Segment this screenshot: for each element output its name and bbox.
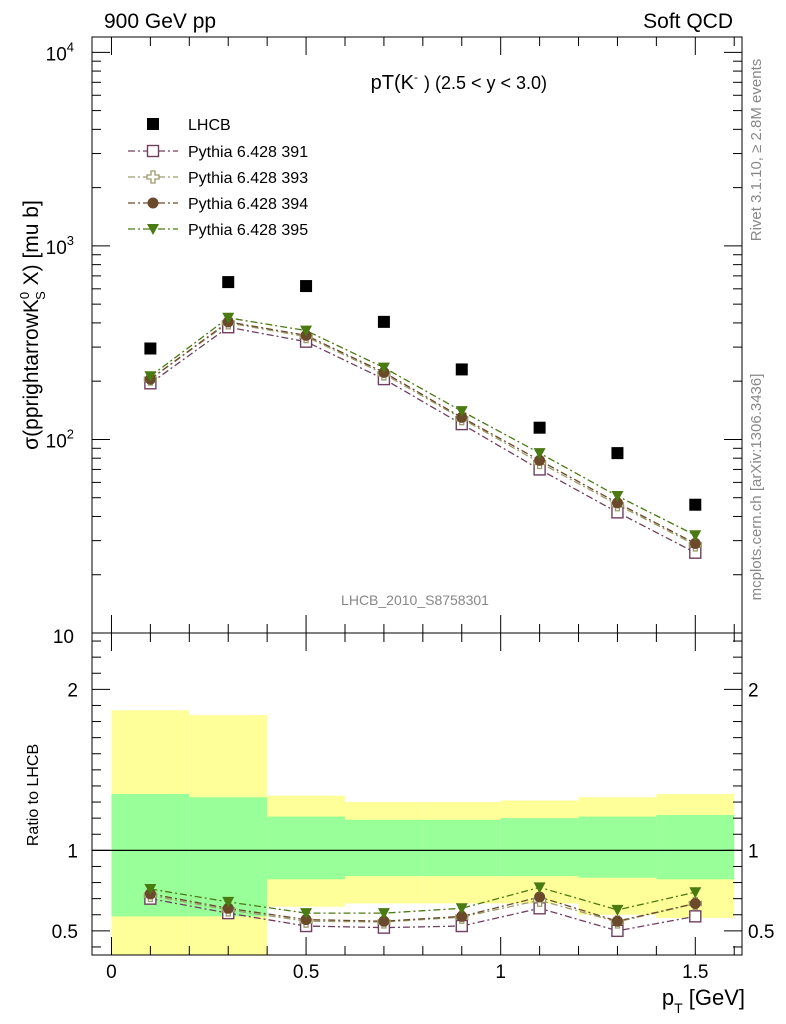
point-s3-6 (611, 497, 623, 509)
xtick-label-0: 0 (106, 962, 117, 983)
legend-marker-3 (147, 197, 159, 209)
ratio-line-0 (150, 898, 696, 932)
ratio-point-s3-3 (377, 908, 390, 920)
band-inner-4 (422, 819, 501, 877)
ratio-point-s3-2 (300, 908, 313, 920)
ratio-point-s3-0 (144, 883, 157, 895)
legend-label-1: Pythia 6.428 391 (188, 144, 308, 161)
point-s3-5 (534, 454, 546, 466)
legend-marker-1 (146, 144, 160, 158)
point-s0-6 (611, 447, 624, 460)
point-s0-0 (144, 342, 157, 355)
lower-ytick-label-right-2: 2 (748, 680, 759, 701)
series-line-1 (150, 326, 696, 554)
point-s0-1 (222, 276, 235, 289)
lower-ytick-label-right-1: 1 (748, 841, 759, 862)
legend-marker-4 (147, 224, 159, 235)
band-inner-6 (578, 816, 657, 878)
ratio-point-s3-7 (689, 887, 702, 899)
point-s3-4 (456, 411, 468, 423)
upper-series (143, 276, 702, 559)
upper-ytick-label-1: 102 (46, 426, 74, 452)
ratio-point-s0-7 (689, 910, 702, 923)
point-s0-3 (377, 315, 390, 328)
point-s4-6 (611, 491, 624, 503)
xtick-label-2: 1 (495, 962, 506, 983)
point-s4-2 (300, 325, 313, 337)
lower-series (143, 882, 702, 938)
legend-label-0: LHCB (188, 117, 231, 134)
ratio-line-3 (150, 886, 696, 914)
ratio-point-s2-5 (534, 891, 546, 903)
point-s4-7 (689, 530, 702, 542)
ratio-point-s2-6 (611, 915, 623, 927)
ratio-point-s3-5 (533, 882, 546, 894)
plot-title: pT(K- (371, 70, 418, 94)
ratio-line-1 (150, 894, 696, 923)
legend-marker-2 (146, 170, 160, 184)
point-s0-4 (455, 363, 468, 376)
ratio-point-s2-2 (300, 914, 312, 926)
ratio-point-s3-4 (455, 903, 468, 915)
legend-label-2: Pythia 6.428 393 (188, 170, 308, 187)
upper-ytick-label-3: 104 (46, 39, 74, 65)
point-s0-2 (300, 280, 313, 293)
band-inner-1 (189, 797, 268, 917)
legend-marker-0 (147, 118, 159, 130)
lower-bands (92, 710, 742, 955)
point-s4-3 (377, 362, 390, 374)
lower-axes: 0.5 0.5 1 1 2 2 0 0.5 1 1.5 (52, 632, 774, 983)
lower-frame (91, 632, 743, 956)
point-s0-7 (689, 498, 702, 511)
mcplots-label: mcplots.cern.ch [arXiv:1306.3436] (748, 374, 765, 601)
ratio-line-2 (150, 893, 696, 922)
band-inner-2 (267, 816, 345, 880)
band-inner-7 (656, 814, 735, 880)
plot-title-rest: ) (2.5 < y < 3.0) (424, 73, 547, 93)
series-line-4 (149, 317, 696, 536)
legend-label-3: Pythia 6.428 394 (188, 196, 308, 213)
ratio-point-s2-4 (456, 910, 468, 922)
point-s0-5 (533, 421, 546, 434)
point-s4-4 (455, 406, 468, 418)
ratio-point-s3-6 (611, 904, 624, 916)
rivet-label: Rivet 3.1.10, ≥ 2.8M events (748, 59, 765, 242)
point-s4-1 (222, 312, 235, 324)
lower-ytick-label-2: 2 (67, 680, 78, 701)
point-s4-5 (533, 448, 546, 460)
lower-ytick-label-1: 1 (67, 841, 78, 862)
upper-y-label: σ(pprightarrowK0S X) [mu b] (17, 200, 48, 450)
band-inner-5 (500, 818, 579, 877)
x-axis-label: pT [GeV] (662, 985, 745, 1016)
watermark: LHCB_2010_S8758301 (341, 592, 489, 608)
header-left: 900 GeV pp (104, 10, 216, 33)
ratio-point-s3-1 (222, 896, 235, 908)
point-s3-7 (689, 537, 701, 549)
ratio-point-s2-7 (689, 897, 701, 909)
xtick-label-1: 0.5 (293, 962, 319, 983)
ratio-point-s2-1 (222, 902, 234, 914)
band-inner-3 (344, 819, 423, 877)
lower-ytick-label-right-0: 0.5 (748, 922, 774, 943)
xtick-label-3: 1.5 (682, 962, 708, 983)
legend-label-4: Pythia 6.428 395 (188, 222, 308, 239)
header-right: Soft QCD (643, 10, 733, 33)
ratio-point-s2-3 (378, 915, 390, 927)
lower-y-label: Ratio to LHCB (25, 744, 42, 846)
upper-ytick-label-2: 103 (46, 233, 74, 259)
series-line-3 (149, 321, 696, 545)
point-s4-0 (144, 371, 157, 383)
series-line-2 (150, 322, 696, 546)
lower-ytick-label-0: 0.5 (52, 922, 78, 943)
legend: LHCB Pythia 6.428 391 Pythia 6.428 393 Pyth… (128, 117, 308, 239)
upper-ytick-label-0: 10 (53, 627, 74, 648)
